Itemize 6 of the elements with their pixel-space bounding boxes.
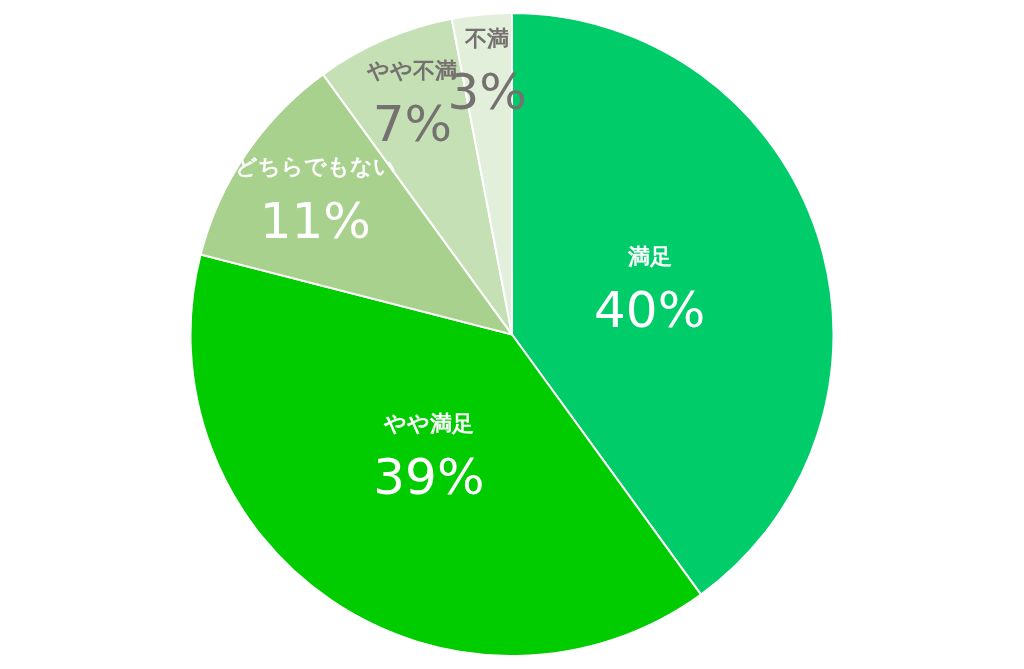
- data-label: 11%: [259, 191, 371, 250]
- data-label: 39%: [373, 447, 485, 506]
- slice-label: 満足: [626, 243, 672, 269]
- slice-label: やや満足: [382, 410, 474, 436]
- data-label: 40%: [594, 280, 706, 339]
- slice-label: 不満: [464, 25, 510, 51]
